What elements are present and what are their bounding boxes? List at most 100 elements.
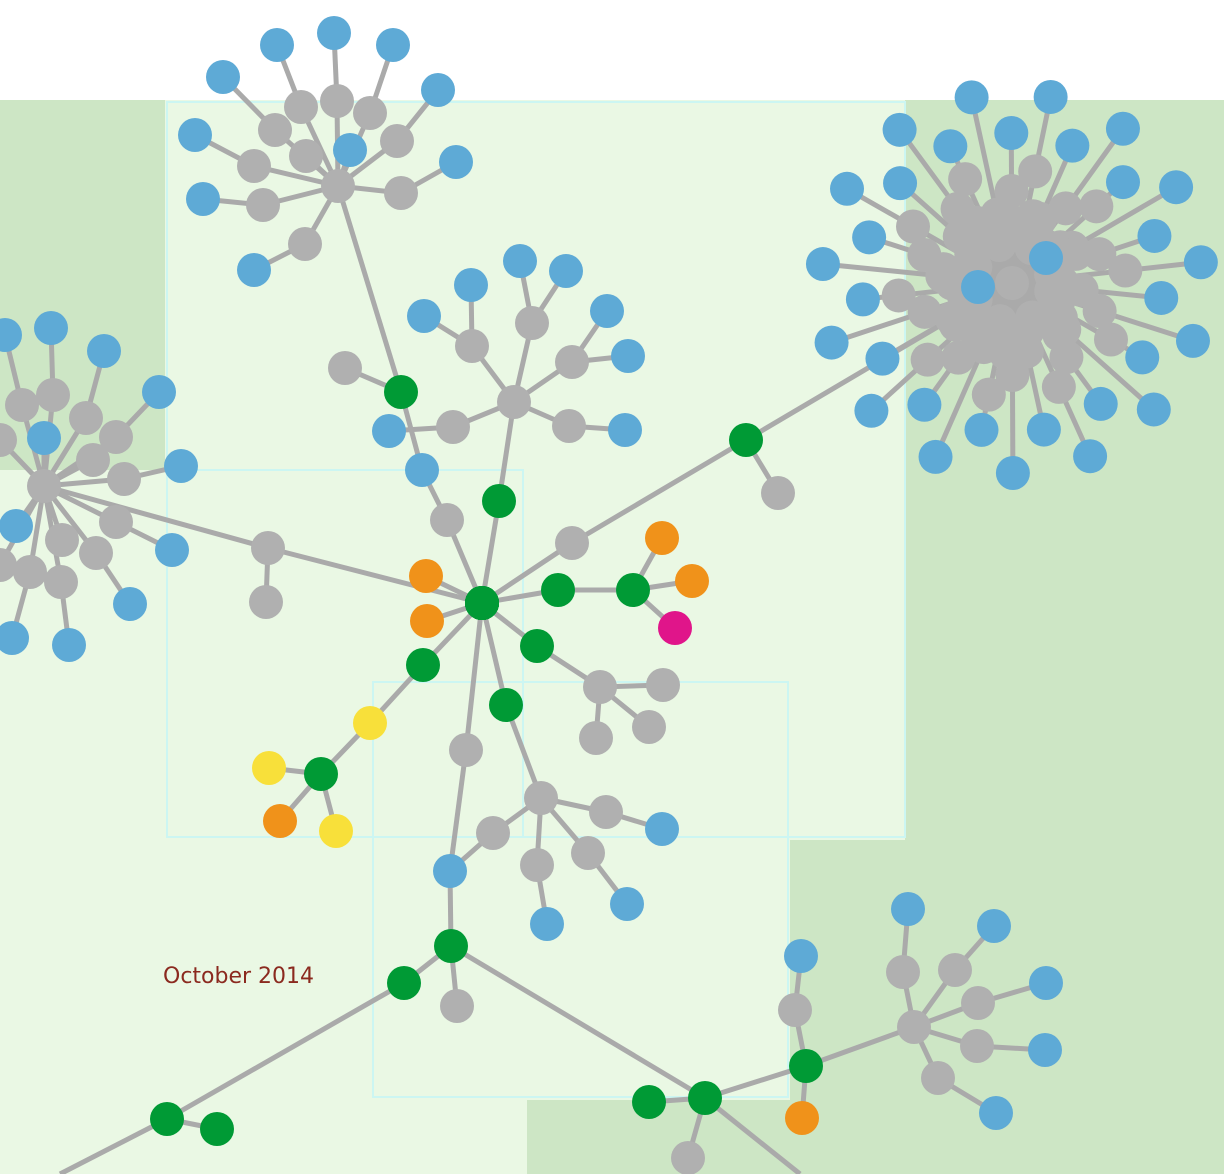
node: [5, 388, 39, 422]
node: [317, 16, 351, 50]
node: [0, 621, 29, 655]
node: [1105, 165, 1140, 200]
node: [465, 586, 499, 620]
edge: [58, 1116, 169, 1174]
node: [304, 757, 338, 791]
node: [1136, 392, 1171, 427]
node: [387, 966, 421, 1000]
node: [27, 469, 61, 503]
node: [688, 1081, 722, 1115]
node: [99, 505, 133, 539]
node: [571, 836, 605, 870]
node: [520, 629, 554, 663]
node: [549, 254, 583, 288]
region-border: [372, 681, 789, 1098]
node: [524, 781, 558, 815]
node: [994, 116, 1029, 151]
node: [178, 118, 212, 152]
node: [761, 476, 795, 510]
node: [1175, 323, 1210, 358]
node: [436, 410, 470, 444]
node: [938, 953, 972, 987]
node: [675, 564, 709, 598]
node: [608, 413, 642, 447]
node: [590, 294, 624, 328]
node: [897, 1010, 931, 1044]
edge: [805, 1024, 915, 1069]
caption: October 2014: [163, 964, 314, 989]
node: [433, 854, 467, 888]
node: [1033, 79, 1068, 114]
node: [0, 548, 17, 582]
node: [27, 421, 61, 455]
node: [1159, 170, 1194, 205]
node: [1125, 340, 1160, 375]
node: [954, 80, 989, 115]
node: [384, 375, 418, 409]
node: [372, 414, 406, 448]
node: [555, 345, 589, 379]
node: [260, 28, 294, 62]
node: [854, 393, 889, 428]
node: [646, 668, 680, 702]
node: [150, 1102, 184, 1136]
node: [658, 611, 692, 645]
node: [616, 573, 650, 607]
node: [320, 84, 354, 118]
edge: [480, 540, 574, 606]
node: [113, 587, 147, 621]
node: [421, 73, 455, 107]
node: [289, 139, 323, 173]
node: [321, 169, 355, 203]
node: [960, 1029, 994, 1063]
node: [164, 449, 198, 483]
edge: [165, 980, 406, 1122]
node: [1044, 265, 1079, 300]
node: [142, 375, 176, 409]
node: [1073, 439, 1108, 474]
node: [994, 174, 1029, 209]
node: [1023, 201, 1058, 236]
edge: [570, 437, 748, 546]
node: [632, 1085, 666, 1119]
node: [789, 1049, 823, 1083]
node: [948, 162, 983, 197]
node: [76, 443, 110, 477]
node: [883, 166, 918, 201]
node: [882, 112, 917, 147]
node: [430, 503, 464, 537]
node: [407, 299, 441, 333]
node: [1108, 253, 1143, 288]
node: [961, 986, 995, 1020]
node: [995, 455, 1030, 490]
edge: [479, 500, 502, 604]
node: [814, 325, 849, 360]
node: [328, 351, 362, 385]
node: [852, 220, 887, 255]
node: [1082, 294, 1117, 329]
node: [1041, 369, 1076, 404]
node: [1026, 412, 1061, 447]
node: [380, 124, 414, 158]
node: [891, 892, 925, 926]
node: [353, 706, 387, 740]
node: [1183, 245, 1218, 280]
node: [1083, 386, 1118, 421]
edge: [449, 943, 707, 1101]
node: [1093, 322, 1128, 357]
node: [319, 814, 353, 848]
node: [610, 887, 644, 921]
node: [1144, 280, 1179, 315]
node: [907, 294, 942, 329]
node: [237, 253, 271, 287]
edge: [43, 483, 269, 551]
edge: [704, 1063, 807, 1101]
node: [384, 176, 418, 210]
node: [933, 129, 968, 164]
node: [910, 342, 945, 377]
node: [186, 182, 220, 216]
edge: [1062, 327, 1156, 412]
node: [489, 688, 523, 722]
node: [99, 420, 133, 454]
